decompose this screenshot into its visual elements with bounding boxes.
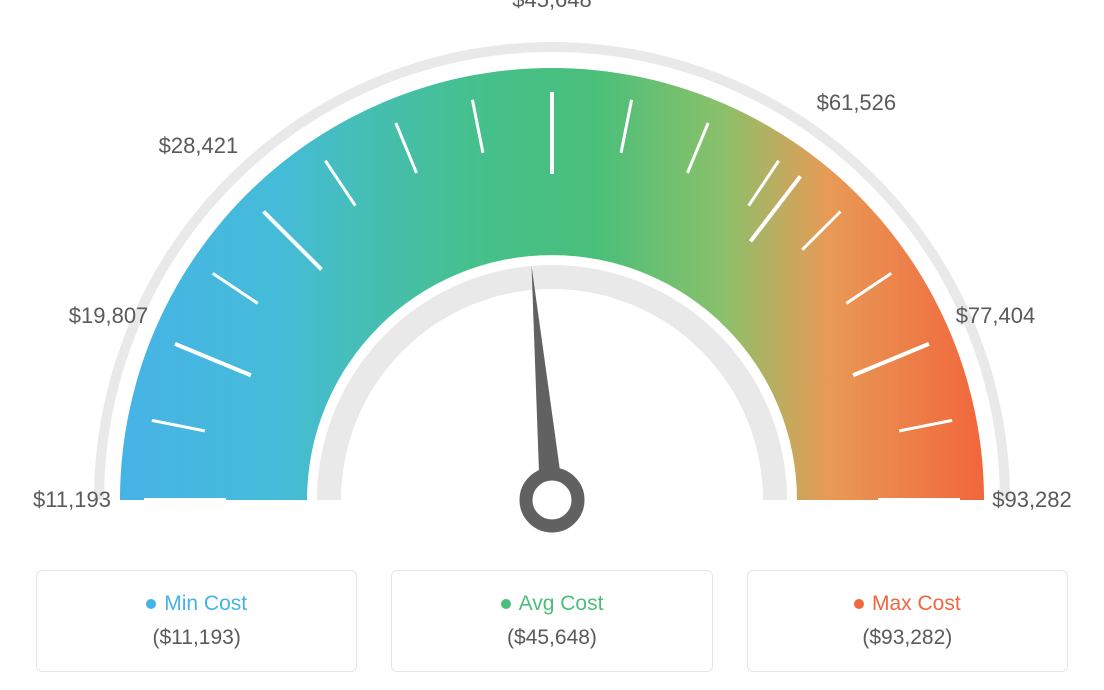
gauge-needle <box>532 266 564 501</box>
legend-title-min: Min Cost <box>164 592 247 616</box>
gauge-tick-label: $93,282 <box>992 487 1072 513</box>
legend-dot-min <box>146 599 156 609</box>
gauge-hub <box>526 474 578 526</box>
gauge-tick-label: $28,421 <box>159 133 239 159</box>
gauge-tick-label: $11,193 <box>33 487 111 513</box>
gauge-tick-label: $19,807 <box>69 303 149 329</box>
legend-value-min: ($11,193) <box>152 626 240 650</box>
legend-dot-avg <box>501 599 511 609</box>
legend-row: Min Cost ($11,193) Avg Cost ($45,648) Ma… <box>0 570 1104 690</box>
gauge-tick-label: $77,404 <box>956 303 1036 329</box>
legend-card-min: Min Cost ($11,193) <box>36 570 357 672</box>
legend-value-avg: ($45,648) <box>507 626 597 650</box>
legend-dot-max <box>854 599 864 609</box>
legend-title-max: Max Cost <box>872 592 961 616</box>
legend-title-row: Avg Cost <box>501 592 604 616</box>
legend-card-avg: Avg Cost ($45,648) <box>391 570 712 672</box>
legend-title-row: Min Cost <box>146 592 247 616</box>
legend-title-row: Max Cost <box>854 592 961 616</box>
legend-card-max: Max Cost ($93,282) <box>747 570 1068 672</box>
gauge-tick-label: $45,648 <box>512 0 592 13</box>
gauge-chart <box>0 0 1104 560</box>
legend-title-avg: Avg Cost <box>519 592 604 616</box>
legend-value-max: ($93,282) <box>862 626 952 650</box>
gauge-container: $11,193 $19,807 $28,421 $45,648 $61,526 $77,4… <box>0 0 1104 560</box>
gauge-tick-label: $61,526 <box>817 90 897 116</box>
